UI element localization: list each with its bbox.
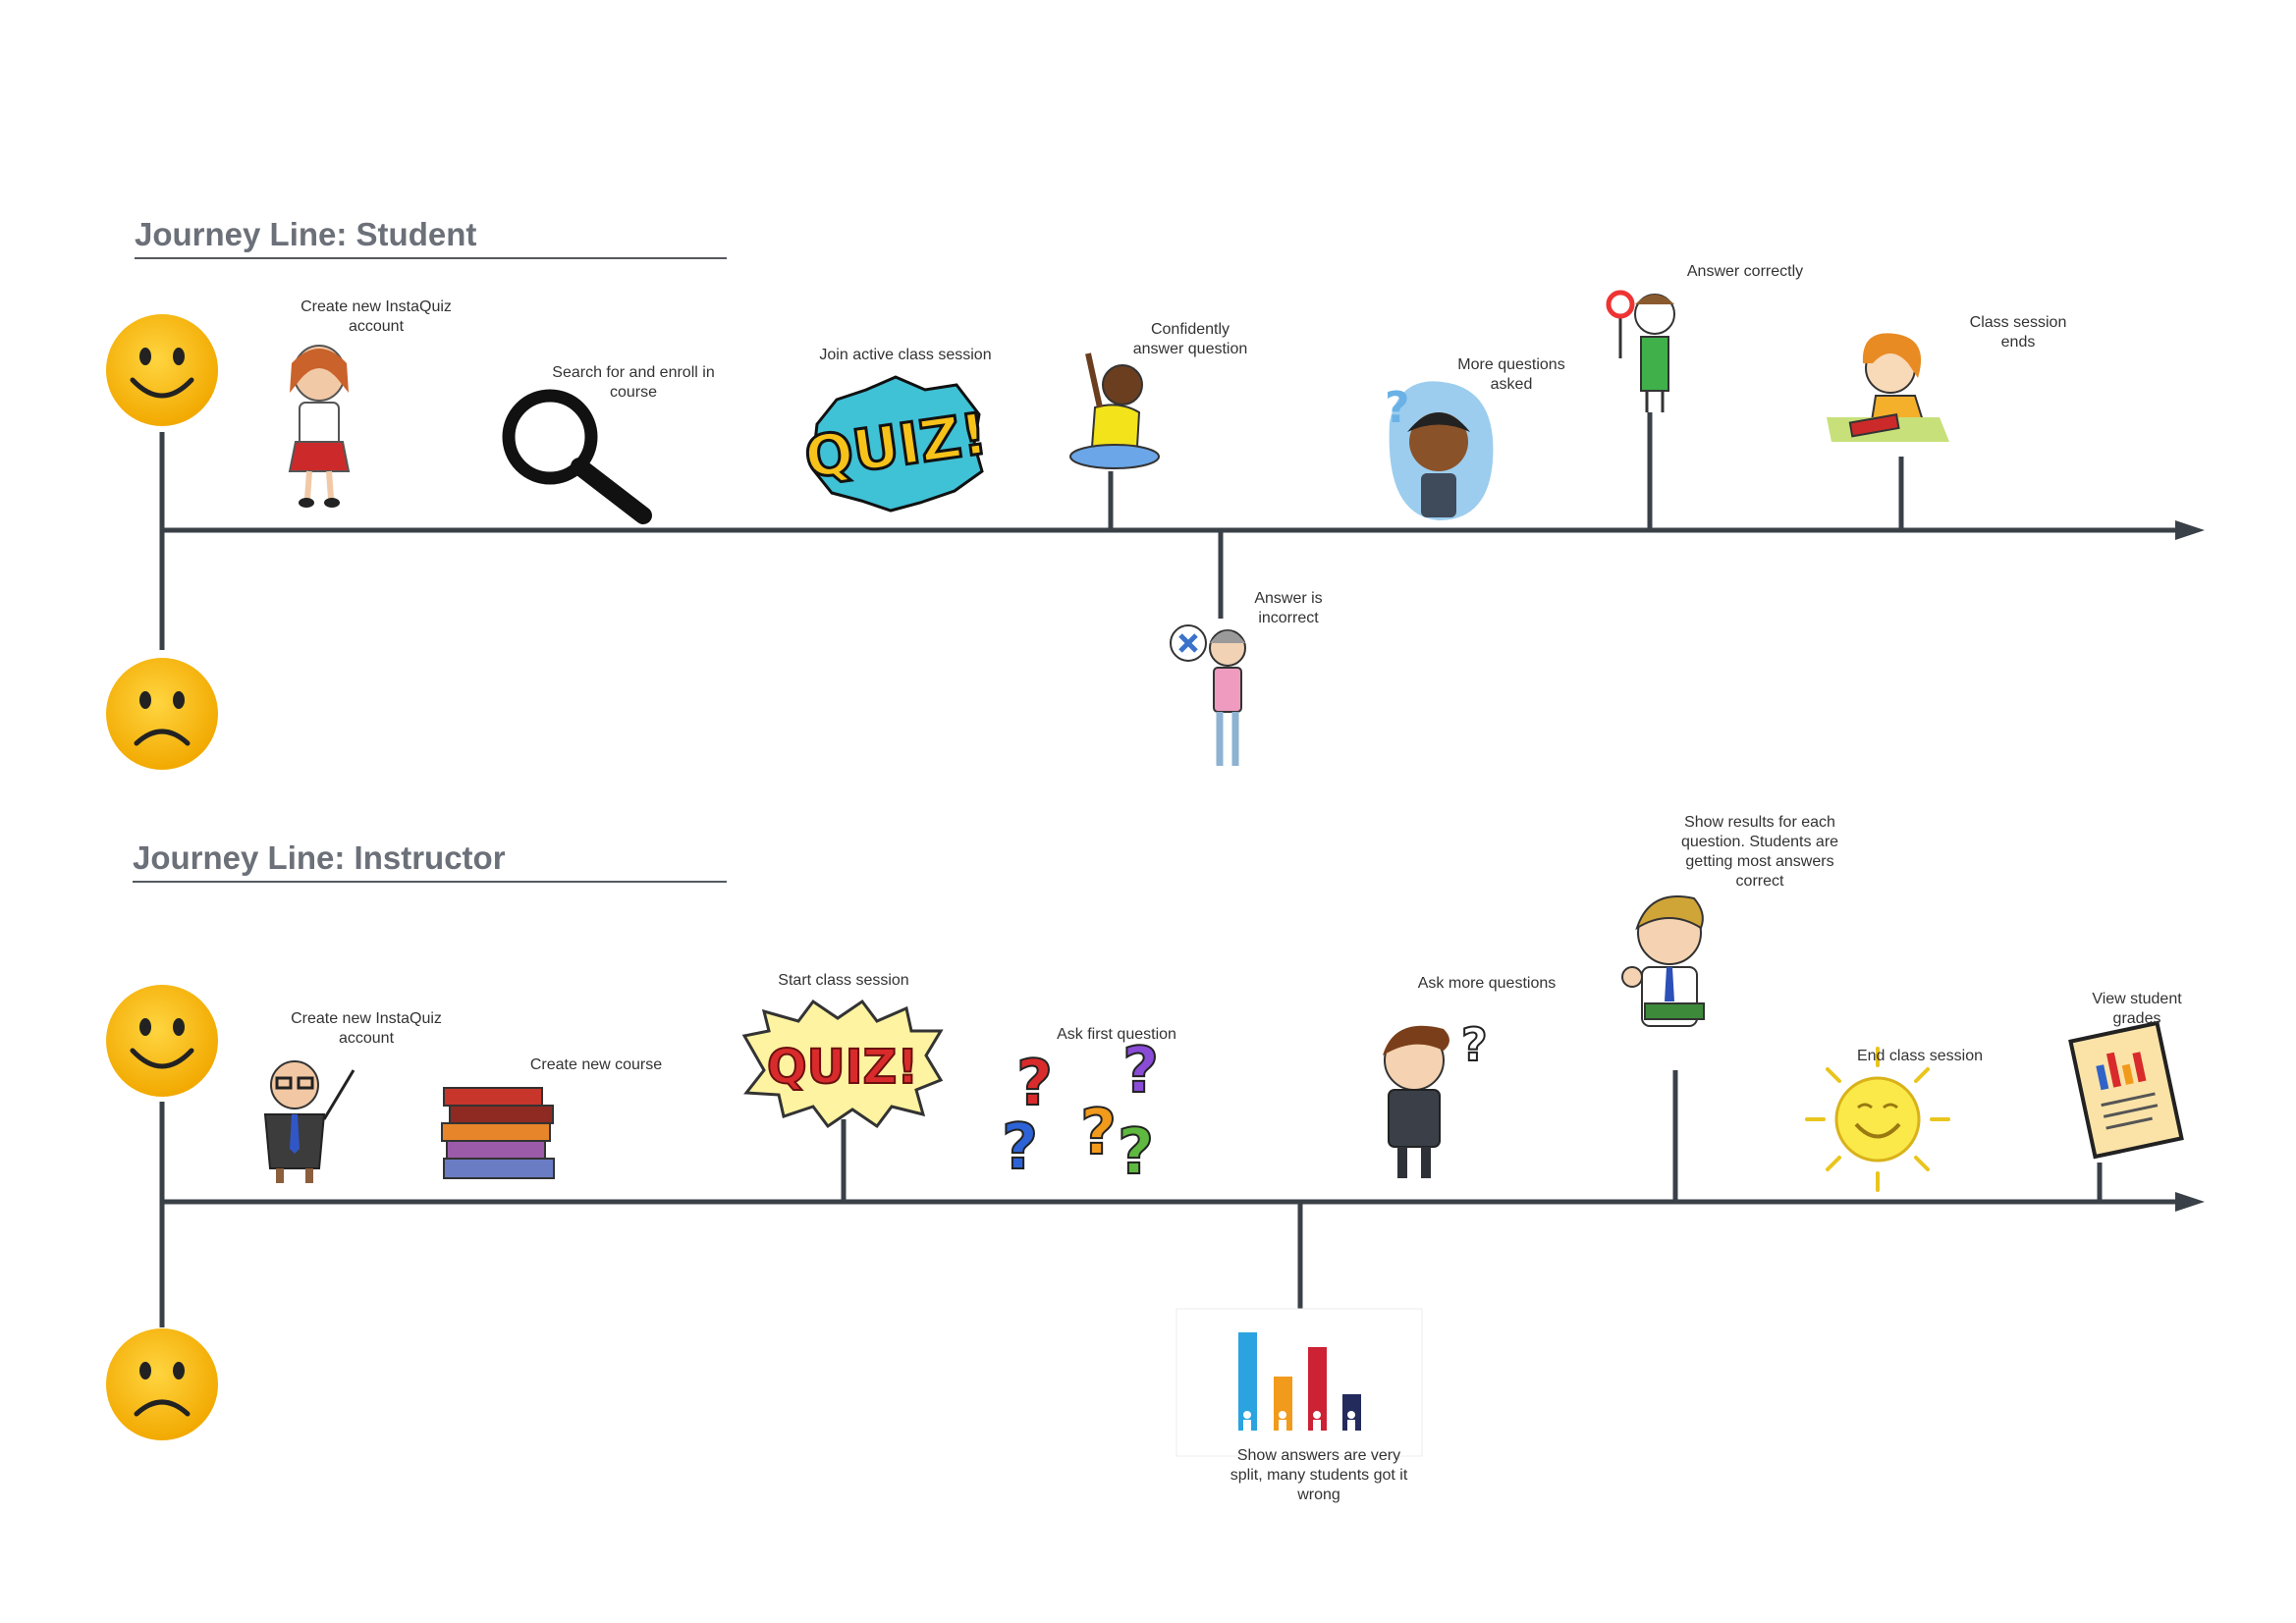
sad-face-icon (106, 658, 218, 770)
event-label: Show answers are very split, many student… (1230, 1447, 1408, 1503)
event-label: Show results for each question. Students … (1680, 814, 1839, 890)
event-label: End class session (1856, 1048, 1984, 1064)
svg-text:?: ? (1002, 1111, 1038, 1184)
sad-face-icon (106, 1328, 218, 1440)
question-marks-icon: ? ? ? ? ? (1001, 1034, 1160, 1190)
bar-chart-icon (1175, 1308, 1423, 1457)
sun-icon (1805, 1047, 1950, 1192)
thinking-man-icon: ? (1383, 1017, 1489, 1178)
journey-title-student: Journey Line: Student (135, 216, 477, 252)
svg-text:?: ? (1118, 1116, 1154, 1189)
svg-text:?: ? (1016, 1048, 1053, 1120)
event-label: More questions asked (1457, 356, 1565, 393)
wrong-answer-person-icon (1170, 624, 1246, 766)
girl-with-books-icon (1827, 333, 1949, 442)
quiz-burst-icon: QUIZ! (741, 999, 944, 1129)
magnifying-glass-icon (502, 389, 652, 524)
journey-title-instructor: Journey Line: Instructor (133, 839, 506, 876)
title-underline (135, 257, 727, 259)
student-journey-axis (159, 412, 2205, 650)
quiz-badge-icon: QUIZ! (799, 375, 993, 513)
thinking-boy-icon: ? (1385, 381, 1494, 520)
title-underline (133, 881, 727, 883)
event-label: Create new InstaQuiz account (301, 298, 452, 335)
svg-text:?: ? (1461, 1018, 1488, 1071)
event-label: View student grades (2092, 991, 2182, 1027)
event-label: Start class session (778, 972, 909, 989)
event-label: Confidently answer question (1132, 321, 1248, 357)
book-stack-icon (441, 1087, 555, 1179)
report-document-icon (2068, 1020, 2184, 1160)
event-label: Search for and enroll in course (552, 364, 715, 401)
svg-text:?: ? (1122, 1035, 1159, 1108)
event-label: Answer is incorrect (1254, 590, 1323, 626)
instructor-journey-axis (159, 1070, 2205, 1327)
happy-face-icon (106, 985, 218, 1097)
event-label: Ask more questions (1417, 975, 1557, 992)
event-label: Ask first question (1057, 1026, 1176, 1043)
svg-text:?: ? (1385, 383, 1410, 433)
svg-text:QUIZ!: QUIZ! (767, 1040, 918, 1095)
student-girl-icon (288, 345, 351, 508)
professor-icon (263, 1060, 355, 1183)
event-label: Join active class session (819, 347, 992, 363)
event-label: Create new InstaQuiz account (291, 1010, 442, 1047)
event-label: Answer correctly (1686, 263, 1804, 280)
event-label: Class session ends (1969, 314, 2067, 351)
svg-text:?: ? (1080, 1097, 1117, 1169)
event-label: Create new course (529, 1056, 663, 1073)
correct-answer-person-icon (1606, 290, 1675, 412)
thumbs-up-teacher-icon (1621, 895, 1705, 1027)
happy-face-icon (106, 314, 218, 426)
raising-hand-student-icon (1069, 352, 1160, 469)
